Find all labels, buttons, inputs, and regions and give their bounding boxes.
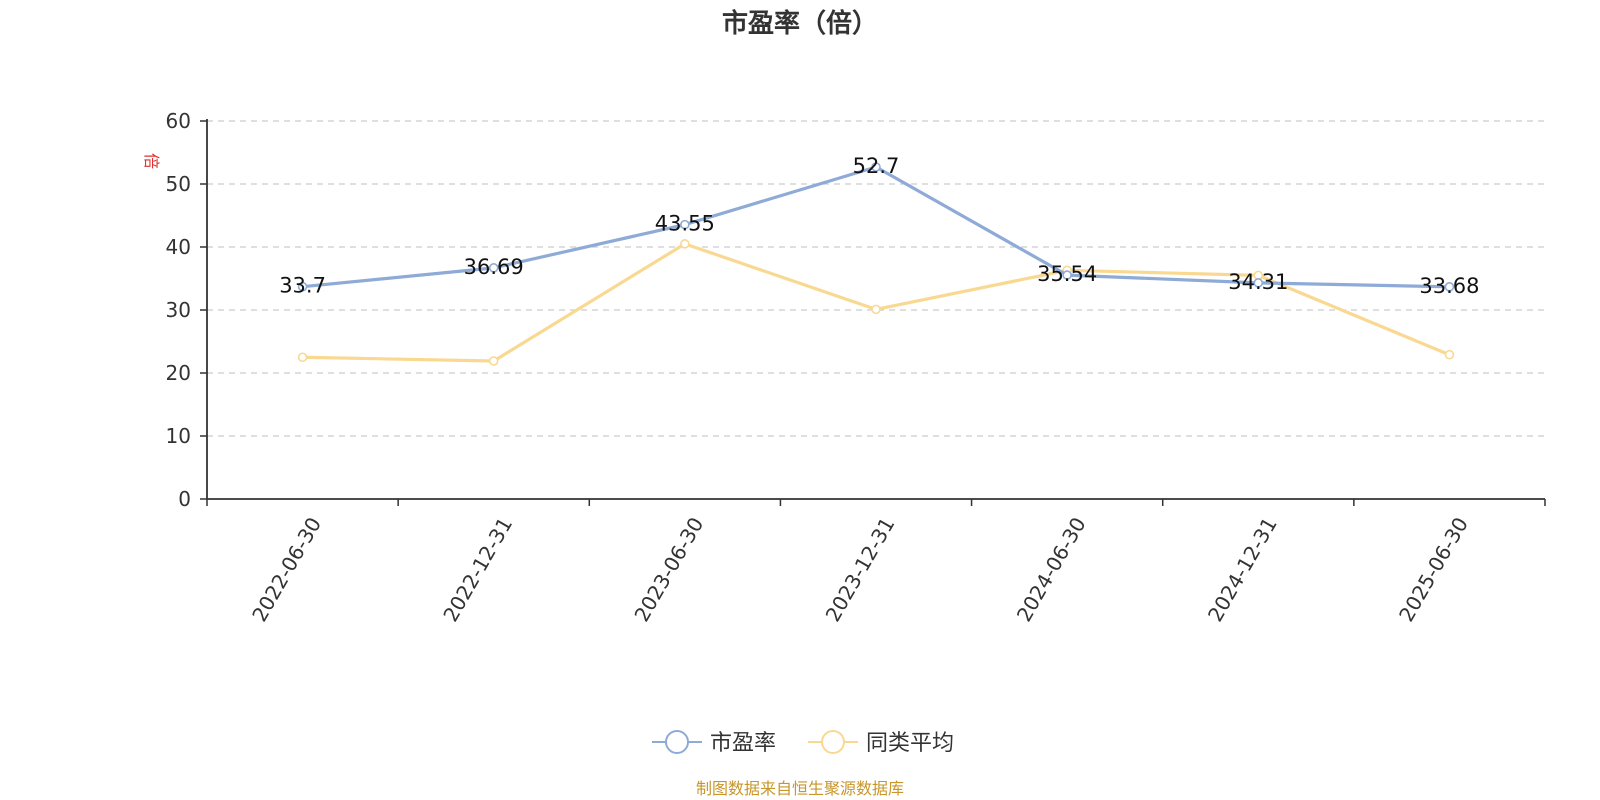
legend: 市盈率 同类平均 <box>652 730 954 756</box>
x-tick-label: 2024-12-31 <box>1203 513 1282 626</box>
data-point <box>1253 278 1264 288</box>
data-point <box>871 162 881 172</box>
data-label-layer: 33.7 36.69 43.55 52.7 35.54 34.31 33.68 <box>279 154 1479 298</box>
data-point <box>1062 270 1072 280</box>
data-point <box>488 263 499 273</box>
data-point <box>871 304 881 315</box>
data-label: 52.7 <box>853 154 900 178</box>
legend-marker <box>665 730 689 754</box>
legend-label: 同类平均 <box>866 731 954 756</box>
x-tick-label: 2023-06-30 <box>629 513 708 626</box>
y-tick-label: 10 <box>166 424 191 448</box>
y-tick-label: 20 <box>166 361 191 385</box>
data-point <box>680 219 690 230</box>
y-tick-label: 30 <box>166 298 191 322</box>
y-tick-label: 0 <box>178 487 191 511</box>
x-tick-label: 2022-12-31 <box>438 513 517 626</box>
data-label: 35.54 <box>1037 262 1097 286</box>
data-label: 43.55 <box>655 212 715 236</box>
y-axis-label: 倍 <box>142 153 161 169</box>
x-tick-label: 2023-12-31 <box>821 513 900 626</box>
y-tick-label: 40 <box>166 235 191 259</box>
data-point <box>488 356 499 366</box>
source-note: 制图数据来自恒生聚源数据库 <box>696 779 904 798</box>
y-tick-label: 50 <box>166 172 191 196</box>
x-tick-label: 2025-06-30 <box>1394 513 1473 626</box>
data-point <box>1444 282 1455 292</box>
chart-title: 市盈率（倍） <box>722 8 878 39</box>
grid-layer <box>207 120 1545 437</box>
x-tick-label: 2022-06-30 <box>247 513 326 626</box>
data-label: 33.7 <box>279 274 326 298</box>
legend-label: 市盈率 <box>710 731 776 756</box>
data-label: 34.31 <box>1228 270 1288 294</box>
data-point <box>297 281 308 292</box>
y-tick-label: 60 <box>166 109 191 133</box>
series-layer <box>297 162 1455 366</box>
legend-marker <box>821 730 845 754</box>
data-label: 33.68 <box>1419 274 1479 298</box>
x-tick-label: 2024-06-30 <box>1012 513 1091 626</box>
data-label: 36.69 <box>464 255 524 279</box>
data-point <box>680 239 690 249</box>
axis-layer: 0 10 20 30 40 50 60 2022-06-30 2022-12-31 2023-06… <box>166 109 1546 626</box>
data-point <box>1444 349 1455 360</box>
data-point <box>297 352 308 363</box>
